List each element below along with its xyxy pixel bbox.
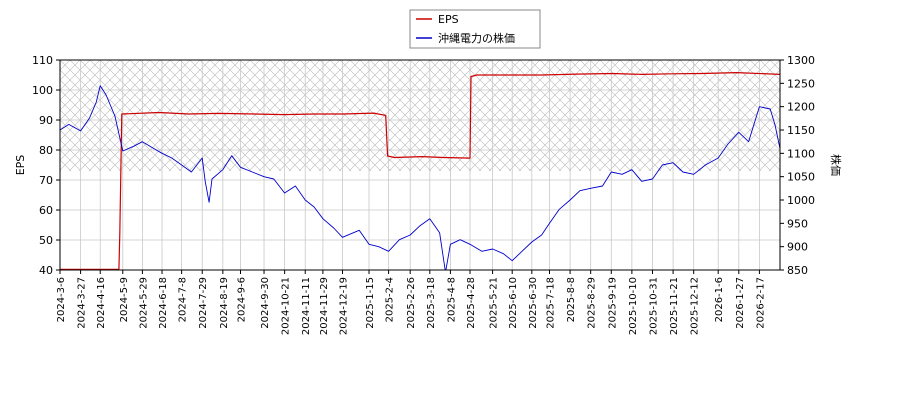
x-tick-label: 2025-12-12 — [690, 277, 701, 335]
right-tick-label: 900 — [787, 241, 808, 254]
right-tick-label: 950 — [787, 217, 808, 230]
eps-line — [60, 71, 780, 270]
x-tick-label: 2026-2-17 — [755, 277, 766, 329]
left-tick-label: 100 — [32, 84, 53, 97]
x-tick-label: 2025-9-19 — [607, 277, 618, 329]
right-tick-label: 1300 — [787, 54, 815, 67]
x-tick-label: 2025-3-18 — [426, 277, 437, 329]
legend-box — [409, 9, 541, 49]
legend-label-eps: EPS — [438, 13, 459, 26]
x-tick-label: 2025-10-10 — [628, 277, 639, 335]
x-tick-label: 2024-5-9 — [119, 277, 130, 322]
x-tick-label: 2024-7-29 — [198, 277, 209, 329]
left-tick-label: 70 — [39, 174, 53, 187]
x-tick-label: 2024-3-27 — [77, 277, 88, 329]
stock-price-line — [60, 85, 780, 270]
x-tick-label: 2024-9-30 — [260, 277, 271, 329]
plot-frame — [59, 59, 781, 271]
x-tick-label: 2025-1-15 — [365, 277, 376, 329]
right-axis-ticks: 850 900 950 1000 1050 1100 1150 1200 1250 1300 — [780, 54, 815, 277]
x-tick-label: 2024-6-18 — [158, 277, 169, 329]
x-axis-ticks: 2024-3-6 2024-3-27 2024-4-16 2024-5-9 2024-5… — [56, 270, 766, 335]
x-tick-label: 2024-11-29 — [319, 277, 330, 335]
x-tick-label: 2025-2-4 — [385, 277, 396, 322]
right-tick-label: 1100 — [787, 147, 815, 160]
x-tick-label: 2025-4-28 — [466, 277, 477, 329]
left-tick-label: 50 — [39, 234, 53, 247]
right-tick-label: 1200 — [787, 101, 815, 114]
x-tick-label: 2026-1-6 — [714, 277, 725, 322]
x-tick-label: 2025-4-8 — [446, 277, 457, 322]
right-tick-label: 1050 — [787, 171, 815, 184]
right-tick-label: 850 — [787, 264, 808, 277]
legend: EPS 沖縄電力の株価 — [409, 9, 541, 49]
x-tick-label: 2025-10-31 — [648, 277, 659, 335]
x-tick-label: 2024-9-6 — [236, 277, 247, 322]
right-tick-label: 1000 — [787, 194, 815, 207]
x-tick-label: 2024-4-16 — [96, 277, 107, 329]
x-tick-label: 2025-2-26 — [406, 277, 417, 329]
x-tick-label: 2024-7-8 — [178, 277, 189, 322]
left-tick-label: 40 — [39, 264, 53, 277]
x-tick-label: 2025-5-21 — [489, 277, 500, 329]
x-tick-label: 2024-12-19 — [339, 277, 350, 335]
x-tick-label: 2026-1-27 — [735, 277, 746, 329]
x-tick-label: 2024-11-11 — [301, 277, 312, 335]
x-tick-label: 2024-10-21 — [281, 277, 292, 335]
series-lines — [60, 71, 780, 270]
x-tick-label: 2024-3-6 — [56, 277, 67, 322]
x-tick-label: 2024-5-29 — [138, 277, 149, 329]
x-tick-label: 2025-8-8 — [566, 277, 577, 322]
x-tick-label: 2025-11-21 — [669, 277, 680, 335]
x-tick-label: 2025-7-18 — [545, 277, 556, 329]
right-tick-label: 1150 — [787, 124, 815, 137]
legend-label-stock-price: 沖縄電力の株価 — [438, 31, 515, 45]
right-tick-label: 1250 — [787, 77, 815, 90]
hatched-band — [60, 60, 780, 171]
x-tick-label: 2025-6-30 — [528, 277, 539, 329]
left-axis-ticks: 40 50 60 70 80 90 100 110 — [32, 54, 60, 277]
x-tick-label: 2025-8-29 — [587, 277, 598, 329]
left-tick-label: 90 — [39, 114, 53, 127]
left-tick-label: 60 — [39, 204, 53, 217]
left-tick-label: 110 — [32, 54, 53, 67]
left-axis-label: EPS — [14, 155, 27, 176]
x-tick-label: 2024-8-19 — [219, 277, 230, 329]
right-axis-label: 株価 — [829, 154, 843, 176]
x-tick-label: 2025-6-10 — [508, 277, 519, 329]
left-tick-label: 80 — [39, 144, 53, 157]
